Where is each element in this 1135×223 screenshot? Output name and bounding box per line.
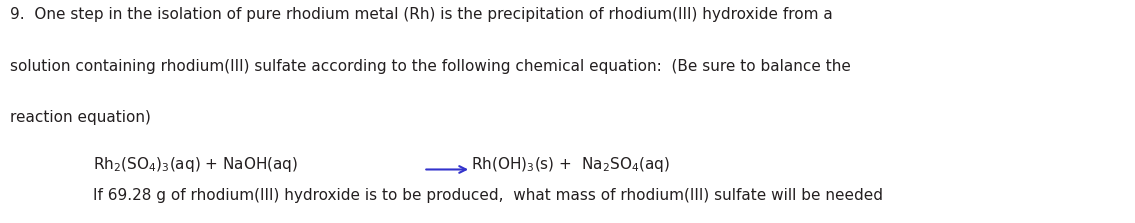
Text: solution containing rhodium(III) sulfate according to the following chemical equ: solution containing rhodium(III) sulfate…: [10, 59, 851, 74]
Text: 9.  One step in the isolation of pure rhodium metal (Rh) is the precipitation of: 9. One step in the isolation of pure rho…: [10, 7, 833, 22]
Text: reaction equation): reaction equation): [10, 110, 151, 125]
Text: If 69.28 g of rhodium(III) hydroxide is to be produced,  what mass of rhodium(II: If 69.28 g of rhodium(III) hydroxide is …: [93, 188, 883, 203]
Text: $\mathregular{Rh(OH)_3}$(s) +  $\mathregular{Na_2SO_4}$(aq): $\mathregular{Rh(OH)_3}$(s) + $\mathregu…: [471, 155, 670, 174]
Text: $\mathregular{Rh_2(SO_4)_3}$(aq) + NaOH(aq): $\mathregular{Rh_2(SO_4)_3}$(aq) + NaOH(…: [93, 155, 299, 174]
